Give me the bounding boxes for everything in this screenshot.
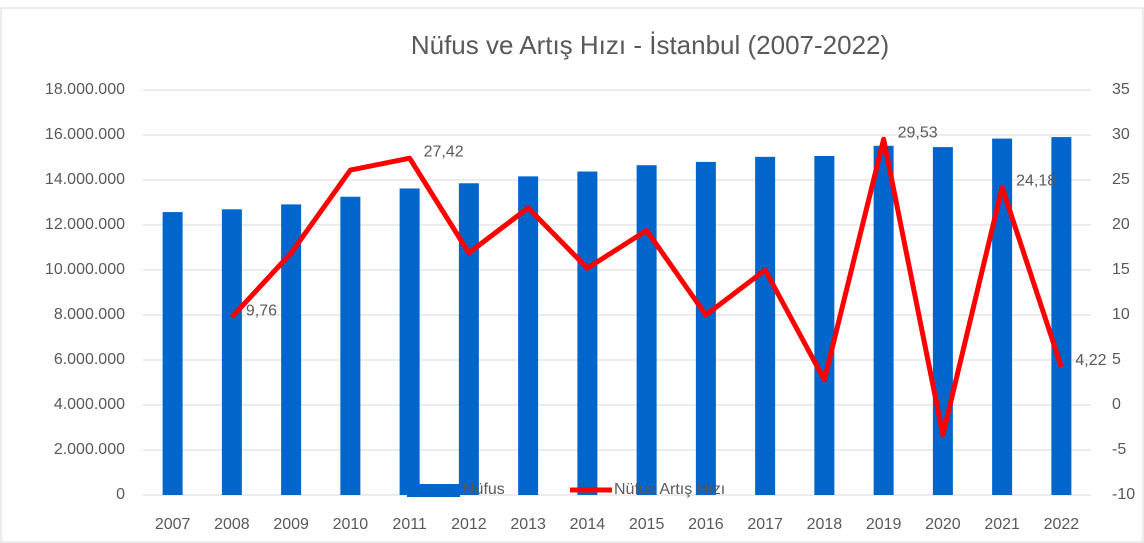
y2-tick-label: 15 bbox=[1112, 261, 1130, 278]
y-tick-label: 16.000.000 bbox=[45, 126, 125, 143]
bar bbox=[577, 171, 598, 495]
bar bbox=[932, 147, 953, 495]
x-tick-label: 2014 bbox=[570, 516, 606, 533]
y2-tick-label: 10 bbox=[1112, 306, 1130, 323]
x-tick-label: 2007 bbox=[155, 516, 191, 533]
bar bbox=[340, 196, 361, 496]
x-tick-label: 2010 bbox=[333, 516, 369, 533]
bar bbox=[518, 176, 539, 495]
x-tick-label: 2013 bbox=[510, 516, 546, 533]
chart-title: Nüfus ve Artış Hızı - İstanbul (2007-202… bbox=[411, 30, 889, 60]
y-tick-label: 8.000.000 bbox=[54, 306, 125, 323]
y-tick-label: 14.000.000 bbox=[45, 171, 125, 188]
x-tick-label: 2012 bbox=[451, 516, 487, 533]
legend-label: Nüfus Artış Hızı bbox=[614, 481, 725, 498]
bar bbox=[162, 212, 183, 495]
y-tick-label: 2.000.000 bbox=[54, 441, 125, 458]
x-tick-label: 2009 bbox=[273, 516, 309, 533]
bar bbox=[221, 209, 242, 495]
y-tick-label: 12.000.000 bbox=[45, 216, 125, 233]
y2-tick-label: -10 bbox=[1112, 486, 1135, 503]
y-tick-label: 4.000.000 bbox=[54, 396, 125, 413]
y2-tick-label: -5 bbox=[1112, 441, 1126, 458]
y-tick-label: 18.000.000 bbox=[45, 81, 125, 98]
bar bbox=[281, 204, 302, 496]
bar bbox=[695, 161, 716, 495]
bar bbox=[755, 156, 776, 496]
data-label: 4,22 bbox=[1075, 352, 1106, 369]
bar bbox=[399, 188, 420, 496]
x-tick-label: 2016 bbox=[688, 516, 724, 533]
bar bbox=[873, 145, 894, 495]
x-tick-label: 2018 bbox=[807, 516, 843, 533]
bar bbox=[992, 138, 1013, 495]
y2-tick-label: 20 bbox=[1112, 216, 1130, 233]
data-label: 24,18 bbox=[1016, 173, 1056, 190]
y-tick-label: 6.000.000 bbox=[54, 351, 125, 368]
y2-tick-label: 30 bbox=[1112, 126, 1130, 143]
x-tick-label: 2011 bbox=[392, 516, 427, 533]
x-tick-label: 2020 bbox=[925, 516, 961, 533]
x-tick-label: 2019 bbox=[866, 516, 902, 533]
y2-tick-label: 5 bbox=[1112, 351, 1121, 368]
y2-tick-label: 0 bbox=[1112, 396, 1121, 413]
data-label: 27,42 bbox=[424, 143, 464, 160]
x-tick-label: 2022 bbox=[1044, 516, 1080, 533]
y-tick-label: 0 bbox=[116, 486, 125, 503]
bar bbox=[636, 165, 657, 495]
data-label: 9,76 bbox=[246, 302, 277, 319]
y-tick-label: 10.000.000 bbox=[45, 261, 125, 278]
data-label: 29,53 bbox=[898, 124, 938, 141]
legend-label: Nüfus bbox=[463, 481, 505, 498]
y2-tick-label: 25 bbox=[1112, 171, 1130, 188]
x-tick-label: 2015 bbox=[629, 516, 665, 533]
bar bbox=[1051, 137, 1072, 495]
x-tick-label: 2017 bbox=[747, 516, 783, 533]
y2-tick-label: 35 bbox=[1112, 81, 1130, 98]
legend-swatch bbox=[407, 484, 460, 497]
line bbox=[230, 136, 1064, 438]
x-tick-label: 2021 bbox=[984, 516, 1020, 533]
bar bbox=[458, 183, 479, 495]
bar bbox=[814, 155, 835, 496]
x-tick-label: 2008 bbox=[214, 516, 250, 533]
